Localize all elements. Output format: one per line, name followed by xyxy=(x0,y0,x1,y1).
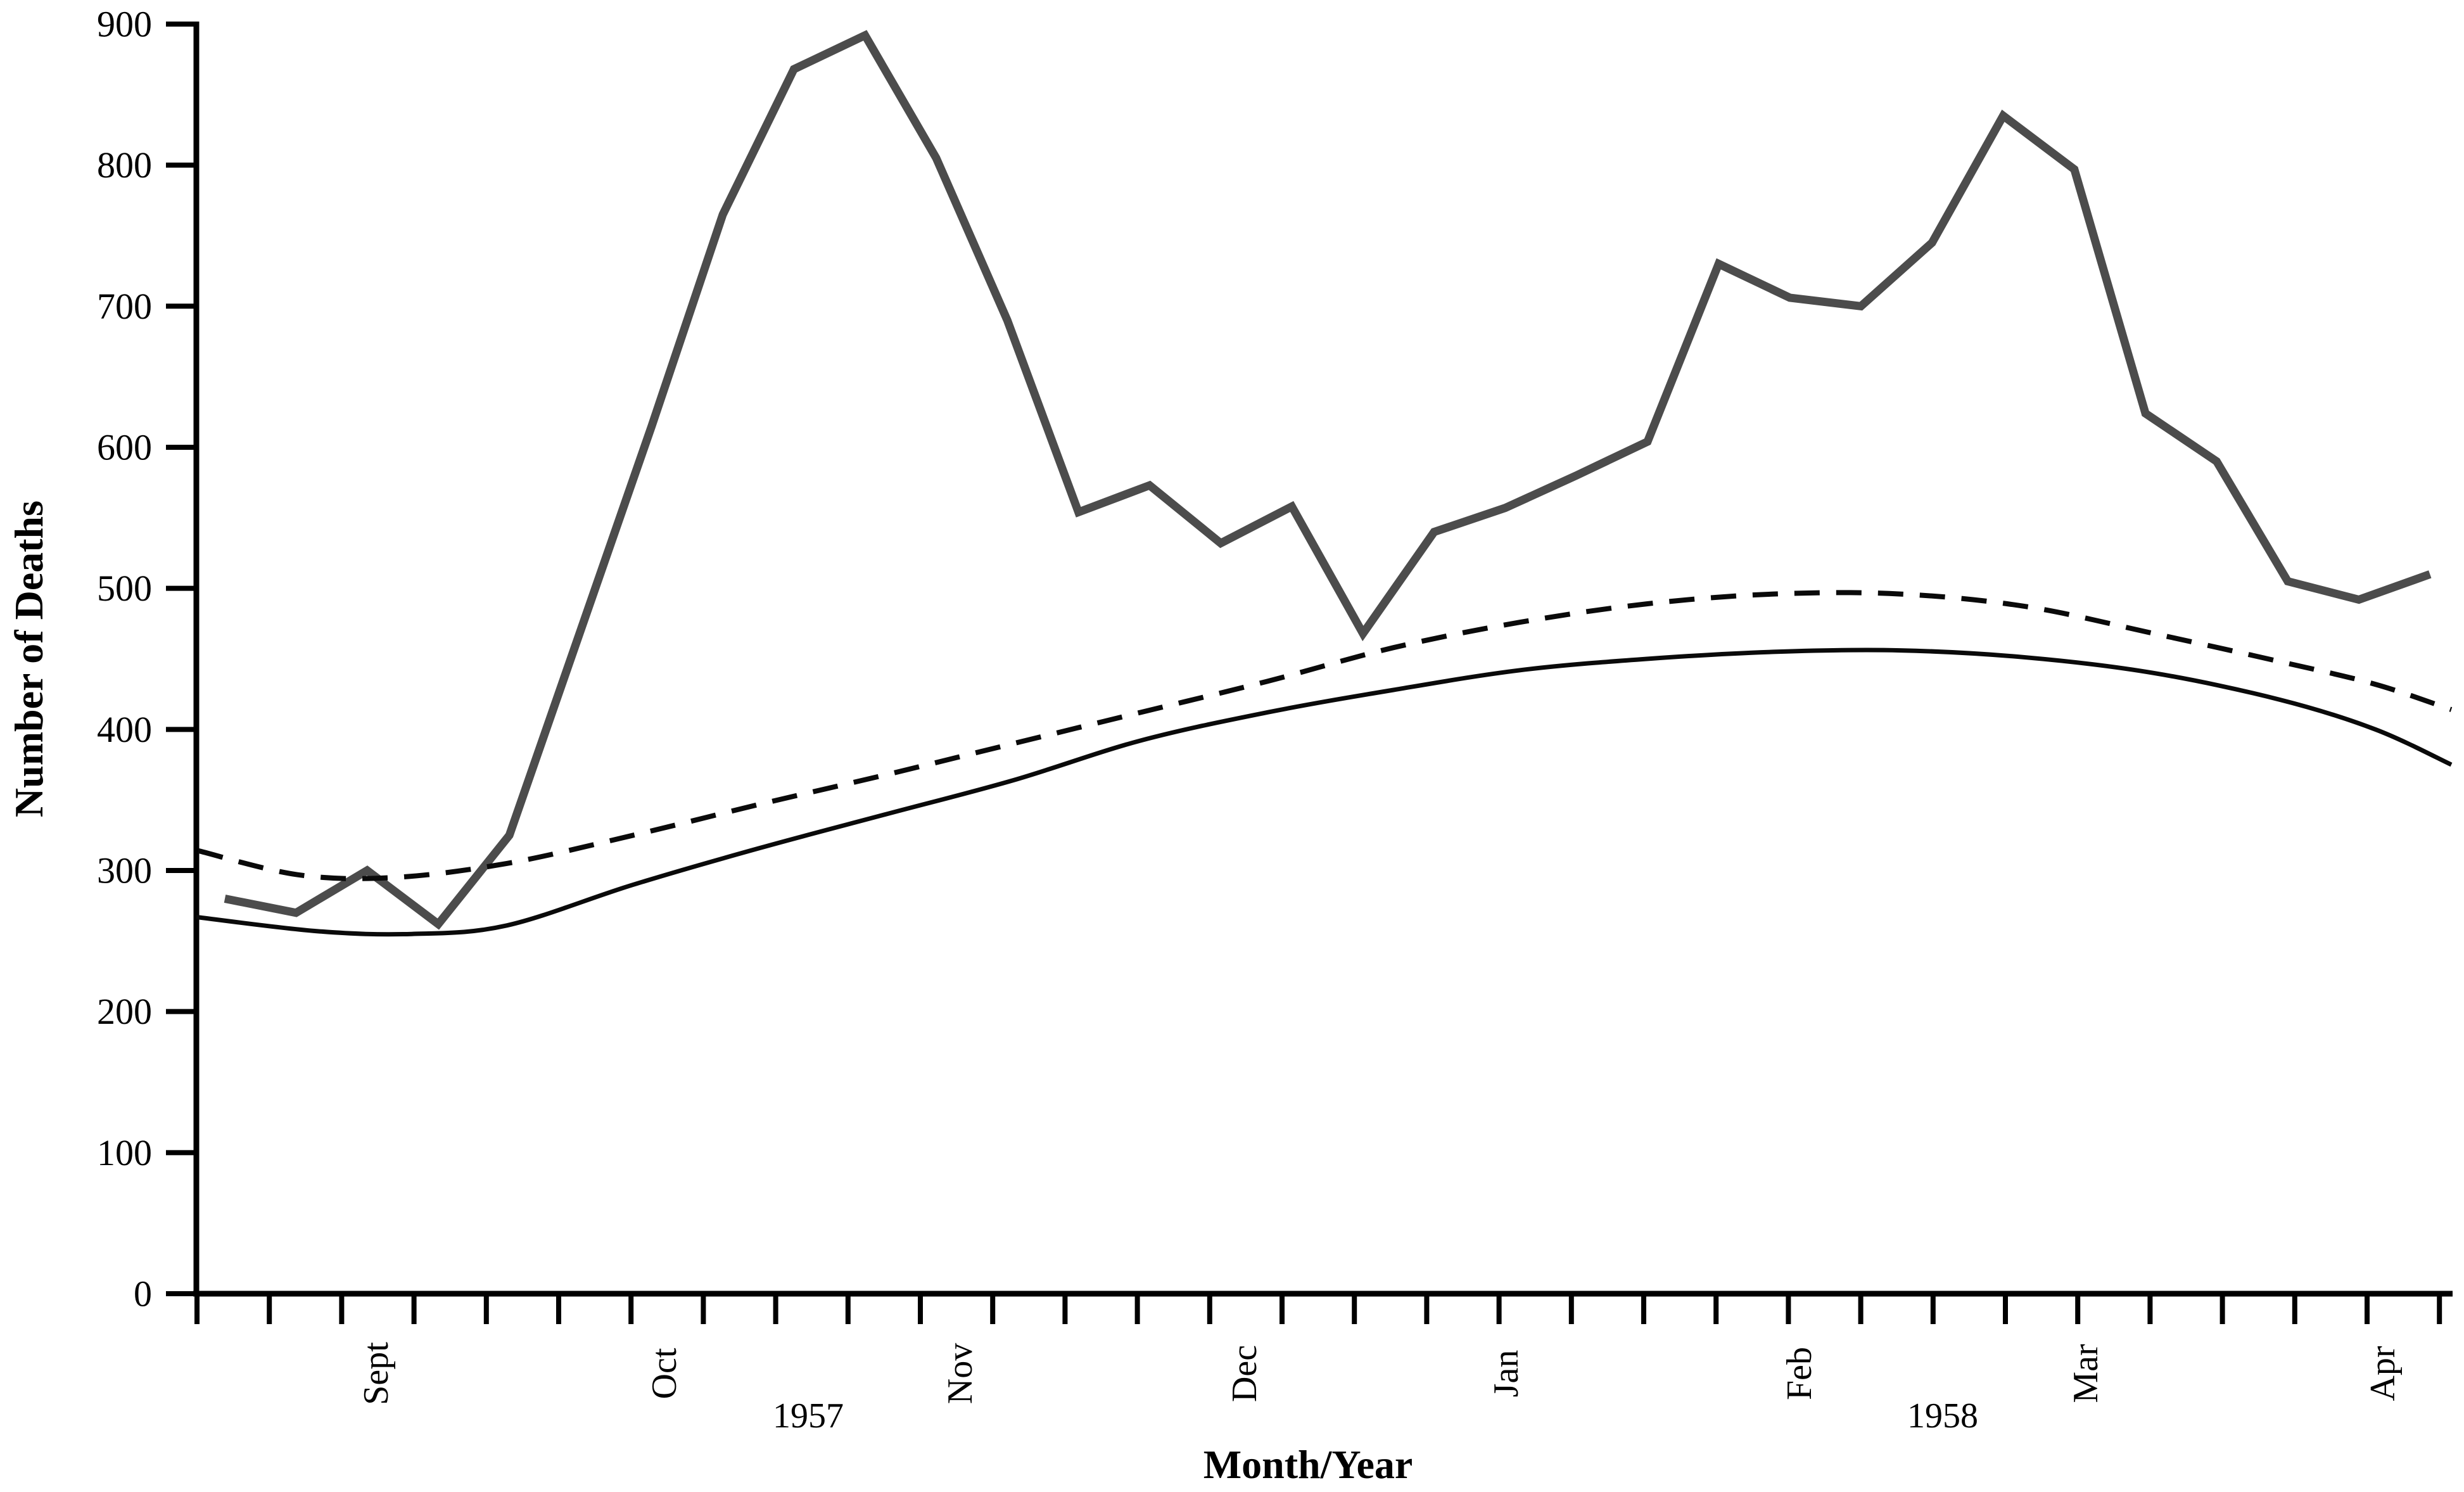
year-label: 1958 xyxy=(1907,1396,1978,1436)
y-tick-label: 800 xyxy=(97,144,152,186)
y-tick-label: 0 xyxy=(134,1273,152,1315)
expected-seasonal-baseline-thin-solid-line xyxy=(196,647,2453,937)
y-tick-label: 700 xyxy=(97,286,152,327)
y-axis-title: Number of Deaths xyxy=(6,500,51,818)
epidemic-threshold-dashed-line xyxy=(198,590,2453,881)
month-label: Oct xyxy=(645,1348,684,1399)
y-tick-label: 300 xyxy=(97,850,152,891)
month-label: Mar xyxy=(2066,1344,2105,1403)
month-label: Jan xyxy=(1487,1350,1526,1398)
month-label: Apr xyxy=(2363,1346,2403,1401)
y-tick-label: 400 xyxy=(97,709,152,750)
observed-weekly-deaths-thick-gray-line xyxy=(224,30,2432,930)
x-axis-title: Month/Year xyxy=(1203,1442,1413,1487)
y-tick-label: 500 xyxy=(97,568,152,609)
y-tick-label: 200 xyxy=(97,991,152,1032)
y-tick-label: 100 xyxy=(97,1132,152,1173)
year-label: 1957 xyxy=(773,1396,844,1436)
month-label: Dec xyxy=(1225,1345,1264,1402)
month-label: Feb xyxy=(1780,1347,1819,1400)
y-tick-label: 900 xyxy=(97,3,152,44)
month-label: Sept xyxy=(357,1342,396,1405)
month-label: Nov xyxy=(941,1343,980,1404)
y-tick-label: 600 xyxy=(97,426,152,468)
